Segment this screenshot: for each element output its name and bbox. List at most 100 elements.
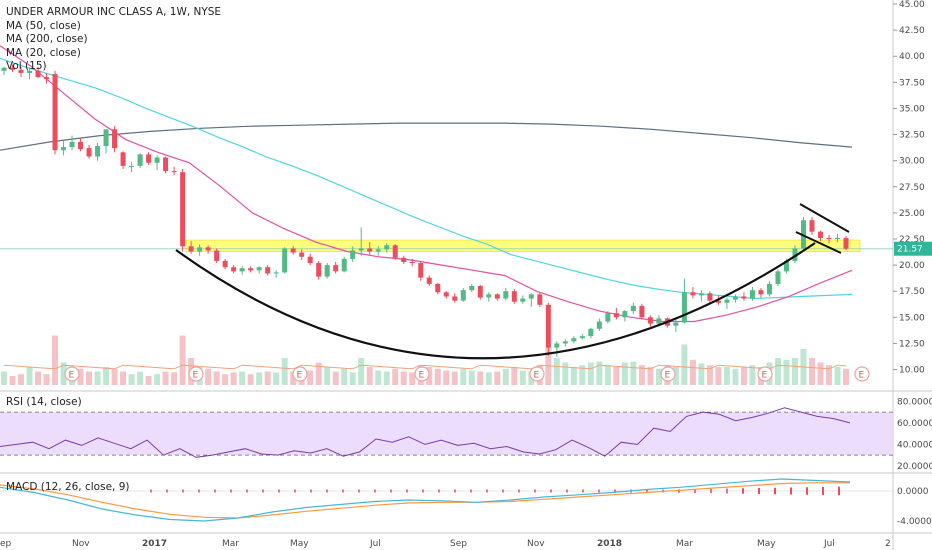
candle [1,67,7,71]
candle [724,299,730,303]
candle [486,294,492,298]
candle [426,277,432,284]
legend: UNDER ARMOUR INC CLASS A, 1W, NYSE MA (5… [6,6,221,74]
volume-bar [808,358,815,385]
volume-bar [494,371,501,385]
earnings-marker-label: E [419,371,425,381]
volume-bar [213,371,220,385]
candle [520,298,526,302]
price-tick-label: 15.00 [899,313,925,323]
macd-histogram-bar [374,489,376,493]
candle [537,294,543,305]
volume-bar [460,368,467,385]
volume-bar [392,368,399,385]
earnings-marker [757,366,773,382]
earnings-marker-label: E [69,371,75,381]
price-tick-label: 12.50 [899,339,925,349]
volume-bar [111,368,118,385]
legend-ma50: MA (50, close) [6,19,81,32]
volume-bar [825,365,832,385]
volume-bar [613,367,620,385]
x-tick-label: 2018 [597,539,622,549]
price-tick-label: 22.50 [899,235,925,245]
candle [579,336,585,339]
last-price-tag [894,241,932,256]
candle [630,305,636,312]
earnings-marker-label: E [297,371,303,381]
macd-histogram-bar [774,487,776,495]
candle [792,248,798,261]
macd-line [0,478,851,522]
candle [10,67,16,70]
candle [163,157,169,172]
candle [367,248,373,252]
volume-bar [366,367,373,385]
candle [596,321,602,329]
volume-bar [332,371,339,385]
earnings-marker-label: E [665,371,671,381]
macd-histogram-bar [710,488,712,494]
candle [741,296,747,299]
volume-bar [60,362,67,385]
macd-histogram-bar [758,488,760,494]
candle [44,77,50,80]
candle [477,286,483,298]
volume-bar [732,368,739,385]
volume-bar [553,358,560,385]
candle [673,322,679,326]
candle [681,292,687,323]
candle [690,292,696,296]
macd-histogram-bar [406,489,408,493]
candle [783,260,789,272]
candle [69,141,75,148]
volume-bar [485,372,492,385]
volume-bar [698,363,705,385]
earnings-marker [64,366,80,382]
volume-bar [1,371,7,385]
candle [749,290,755,299]
candle [554,343,560,348]
candle [443,292,449,297]
macd-histogram-bar [502,489,504,493]
macd-tick-label: -4.0000 [897,517,932,527]
candle [622,311,628,318]
volume-bar [35,371,42,385]
candle [324,265,330,277]
price-tick-label: 37.50 [899,78,925,88]
x-tick-label: Sep [450,539,467,549]
candle [146,154,152,163]
rsi-band [0,412,893,456]
macd-histogram-bar [534,489,536,493]
volume-bar [443,370,450,385]
volume-bar [409,372,416,385]
candle [384,245,390,250]
earnings-marker [292,366,308,382]
volume-bar [723,367,730,385]
candle [282,248,288,273]
volume-bar [9,376,16,385]
volume-bar [587,362,594,385]
macd-histogram-bar [806,487,808,495]
price-tick-label: 20.00 [899,261,925,271]
candle [588,328,594,337]
candle [375,249,381,252]
volume-bar [791,358,798,385]
candle [239,268,245,272]
resistance-zone [185,239,861,252]
price-tick-label: 42.50 [899,26,925,36]
candle [809,220,815,232]
macd-histogram-bar [822,487,824,495]
volume-bar [171,372,178,385]
price-tick-label: 25.00 [899,209,925,219]
volume-bar [655,368,662,385]
earnings-marker [188,366,204,382]
candle [180,172,186,247]
volume-bar [638,365,645,385]
candle [758,290,764,295]
ma200-line [0,122,853,151]
volume-bar [230,372,237,385]
volume-bar [434,368,441,385]
volume-bar [128,374,135,385]
candle [571,338,577,342]
